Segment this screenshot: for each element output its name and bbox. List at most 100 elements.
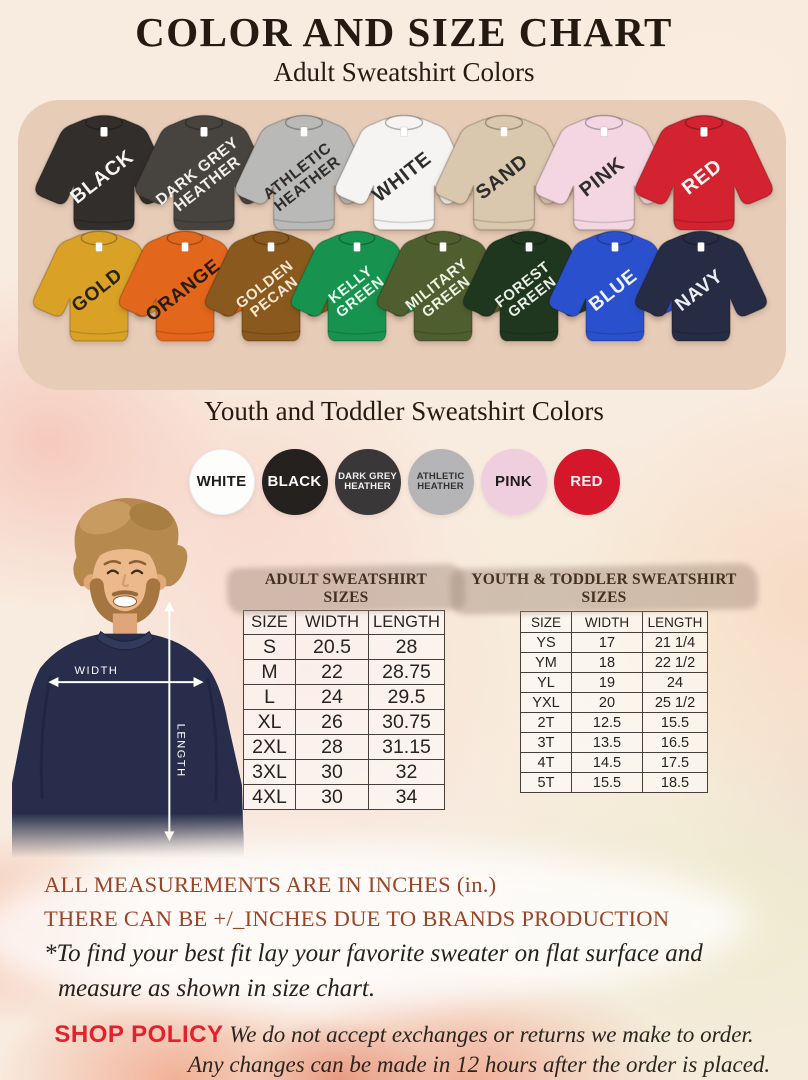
eye-right bbox=[130, 569, 144, 575]
youth-size-table-wrap: SIZE WIDTH LENGTH YS 17 21 1/4 YM 18 22 1/2 YL 19 2… bbox=[520, 611, 708, 793]
moustache bbox=[111, 590, 139, 597]
size-cell: 32 bbox=[368, 759, 445, 785]
size-cell: L bbox=[243, 684, 296, 710]
hair-shadow bbox=[129, 502, 173, 531]
color-circle-pink: PINK bbox=[480, 449, 547, 515]
size-cell: 30.75 bbox=[368, 709, 445, 735]
policy-text-1: We do not accept exchanges or returns we… bbox=[229, 1022, 754, 1047]
size-row-m: M 22 28.75 bbox=[243, 659, 445, 685]
size-cell: XL bbox=[243, 709, 296, 735]
adult-colors-panel: BLACK DARK GREYHEATHER ATHLETICHEATHER W… bbox=[18, 100, 786, 390]
nose bbox=[121, 574, 129, 588]
size-cell: 30 bbox=[295, 759, 369, 785]
size-cell: YM bbox=[520, 652, 572, 673]
size-cell: 17.5 bbox=[642, 752, 708, 773]
size-cell: 16.5 bbox=[642, 732, 708, 753]
policy-line-1: SHOP POLICY We do not accept exchanges o… bbox=[0, 1020, 808, 1050]
size-row-3xl: 3XL 30 32 bbox=[243, 759, 445, 785]
sweatshirt-athletic-heather: ATHLETICHEATHER bbox=[230, 110, 378, 246]
size-cell: 25 1/2 bbox=[642, 692, 708, 713]
sleeve-crease-left bbox=[39, 675, 52, 800]
color-circle-label: ATHLETIC HEATHER bbox=[416, 471, 465, 492]
color-circle-red: RED bbox=[553, 449, 620, 515]
size-row-s: S 20.5 28 bbox=[243, 634, 445, 660]
hair-fringe bbox=[90, 532, 160, 566]
hair-highlight bbox=[79, 501, 133, 535]
youth-colors-heading: Youth and Toddler Sweatshirt Colors bbox=[204, 396, 604, 426]
size-cell: 21 1/4 bbox=[642, 632, 708, 653]
note-measurements-inches: ALL MEASUREMENTS ARE IN INCHES (in.) bbox=[44, 872, 497, 897]
brow-right bbox=[128, 560, 147, 566]
size-row-ys: YS 17 21 1/4 bbox=[520, 632, 708, 653]
measurement-notes: ALL MEASUREMENTS ARE IN INCHES (in.) THE… bbox=[44, 868, 764, 1006]
sweatshirt-pink: PINK bbox=[530, 110, 678, 246]
color-circle-black: BLACK bbox=[261, 449, 328, 515]
sweatshirt-collar bbox=[96, 630, 154, 651]
size-cell: 18.5 bbox=[642, 772, 708, 793]
size-cell: 12.5 bbox=[571, 712, 643, 733]
adult-size-table-wrap: SIZE WIDTH LENGTH S 20.5 28 M 22 28.75 L 24 29.5 XL 2… bbox=[243, 610, 445, 810]
size-cell: YXL bbox=[520, 692, 572, 713]
neck bbox=[112, 613, 138, 634]
adult-size-table: SIZE WIDTH LENGTH S 20.5 28 M 22 28.75 L 24 29.5 XL 2… bbox=[243, 610, 445, 810]
page-title: COLOR AND SIZE CHART bbox=[135, 9, 673, 55]
size-cell: 15.5 bbox=[571, 772, 643, 793]
sweatshirt-red: RED bbox=[630, 110, 778, 246]
navy-sweatshirt bbox=[12, 633, 244, 858]
size-cell: 15.5 bbox=[642, 712, 708, 733]
smile bbox=[112, 595, 138, 608]
size-row-yxl: YXL 20 25 1/2 bbox=[520, 692, 708, 713]
size-cell: 26 bbox=[295, 709, 369, 735]
size-cell: S bbox=[243, 634, 296, 660]
size-row-4t: 4T 14.5 17.5 bbox=[520, 752, 708, 773]
size-row-l: L 24 29.5 bbox=[243, 684, 445, 710]
length-label: LENGTH bbox=[174, 724, 186, 778]
size-cell: M bbox=[243, 659, 296, 685]
sweatshirt-gold: GOLD bbox=[28, 226, 170, 357]
width-arrow: WIDTH bbox=[48, 665, 204, 688]
sweatshirt-white: WHITE bbox=[330, 110, 478, 246]
size-row-2xl: 2XL 28 31.15 bbox=[243, 734, 445, 760]
size-cell: 19 bbox=[571, 672, 643, 693]
size-cell: 28 bbox=[295, 734, 369, 760]
sleeve-crease-right bbox=[206, 677, 219, 802]
model-illustration: WIDTH LENGTH bbox=[12, 497, 244, 858]
color-circle-label: DARK GREY HEATHER bbox=[338, 471, 397, 492]
size-row-3t: 3T 13.5 16.5 bbox=[520, 732, 708, 753]
eye-left bbox=[106, 569, 120, 575]
note-best-fit-1: *To find your best fit lay your favorite… bbox=[44, 940, 703, 967]
color-circle-white: WHITE bbox=[188, 449, 255, 515]
size-cell: YL bbox=[520, 672, 572, 693]
size-cell: 3T bbox=[520, 732, 572, 753]
length-arrow: LENGTH bbox=[164, 601, 186, 842]
size-cell: 20.5 bbox=[295, 634, 369, 660]
size-row-2t: 2T 12.5 15.5 bbox=[520, 712, 708, 733]
column-header-width: WIDTH bbox=[571, 611, 643, 633]
color-circle-label: PINK bbox=[494, 473, 533, 491]
size-cell: 29.5 bbox=[368, 684, 445, 710]
youth-colors-row: WHITE BLACK DARK GREY HEATHER ATHLETIC HEAT… bbox=[0, 449, 808, 515]
size-cell: 30 bbox=[295, 784, 369, 810]
size-cell: 18 bbox=[571, 652, 643, 673]
size-cell: 28.75 bbox=[368, 659, 445, 685]
sweatshirt-golden-pecan: GOLDENPECAN bbox=[200, 226, 342, 357]
sweatshirt-dark-grey-heather: DARK GREYHEATHER bbox=[130, 110, 278, 246]
size-cell: 2XL bbox=[243, 734, 296, 760]
column-header-length: LENGTH bbox=[368, 610, 445, 635]
sweatshirt-blue: BLUE bbox=[544, 226, 686, 357]
size-cell: 2T bbox=[520, 712, 572, 733]
size-cell: 22 1/2 bbox=[642, 652, 708, 673]
sweatshirt-forest-green: FORESTGREEN bbox=[458, 226, 600, 357]
adult-sizes-heading: ADULT SWEATSHIRT SIZES bbox=[241, 571, 451, 607]
size-cell: 31.15 bbox=[368, 734, 445, 760]
note-best-fit-2: measure as shown in size chart. bbox=[58, 975, 376, 1002]
size-row-ym: YM 18 22 1/2 bbox=[520, 652, 708, 673]
column-header-length: LENGTH bbox=[642, 611, 708, 633]
color-circle-label: BLACK bbox=[267, 473, 322, 491]
adult-colors-row-1: BLACK DARK GREYHEATHER ATHLETICHEATHER W… bbox=[30, 110, 778, 246]
sweatshirt-sand: SAND bbox=[430, 110, 578, 246]
size-cell: 14.5 bbox=[571, 752, 643, 773]
sweatshirt-navy: NAVY bbox=[630, 226, 772, 357]
size-cell: 24 bbox=[295, 684, 369, 710]
